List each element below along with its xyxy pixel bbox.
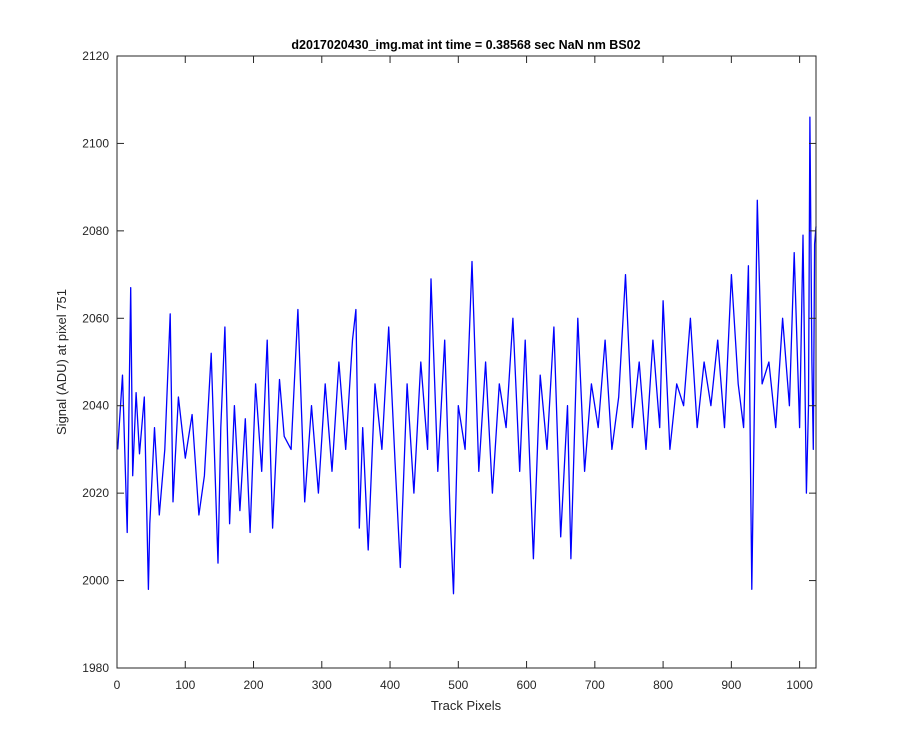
y-tick-label: 2100 — [82, 136, 109, 150]
x-tick-label: 500 — [448, 678, 468, 692]
axes-box — [116, 55, 817, 669]
y-tick-label: 2080 — [82, 224, 109, 238]
x-tick-label: 400 — [380, 678, 400, 692]
x-tick-label: 800 — [653, 678, 673, 692]
x-tick-label: 0 — [114, 678, 121, 692]
y-tick-label: 1980 — [82, 661, 109, 675]
x-tick-labels: 0 100 200 300 400 500 600 700 800 900 1000 — [114, 678, 814, 692]
x-axis-label: Track Pixels — [431, 698, 502, 713]
x-tick-label: 100 — [175, 678, 195, 692]
y-axis-label: Signal (ADU) at pixel 751 — [54, 289, 69, 435]
y-tick-label: 2020 — [82, 486, 109, 500]
ticks-group — [116, 55, 816, 669]
y-tick-label: 2000 — [82, 574, 109, 588]
y-tick-labels: 1980 2000 2020 2040 2060 2080 2100 2120 — [82, 49, 109, 675]
x-tick-label: 900 — [721, 678, 741, 692]
y-tick-label: 2120 — [82, 49, 109, 63]
y-tick-label: 2040 — [82, 399, 109, 413]
x-tick-label: 200 — [244, 678, 264, 692]
series-line — [117, 116, 817, 595]
x-tick-label: 1000 — [786, 678, 813, 692]
plot-area — [117, 56, 816, 668]
y-tick-label: 2060 — [82, 311, 109, 325]
x-tick-label: 700 — [585, 678, 605, 692]
x-tick-label: 600 — [517, 678, 537, 692]
series-group — [117, 116, 817, 595]
chart-title: d2017020430_img.mat int time = 0.38568 s… — [291, 38, 640, 52]
x-tick-label: 300 — [312, 678, 332, 692]
